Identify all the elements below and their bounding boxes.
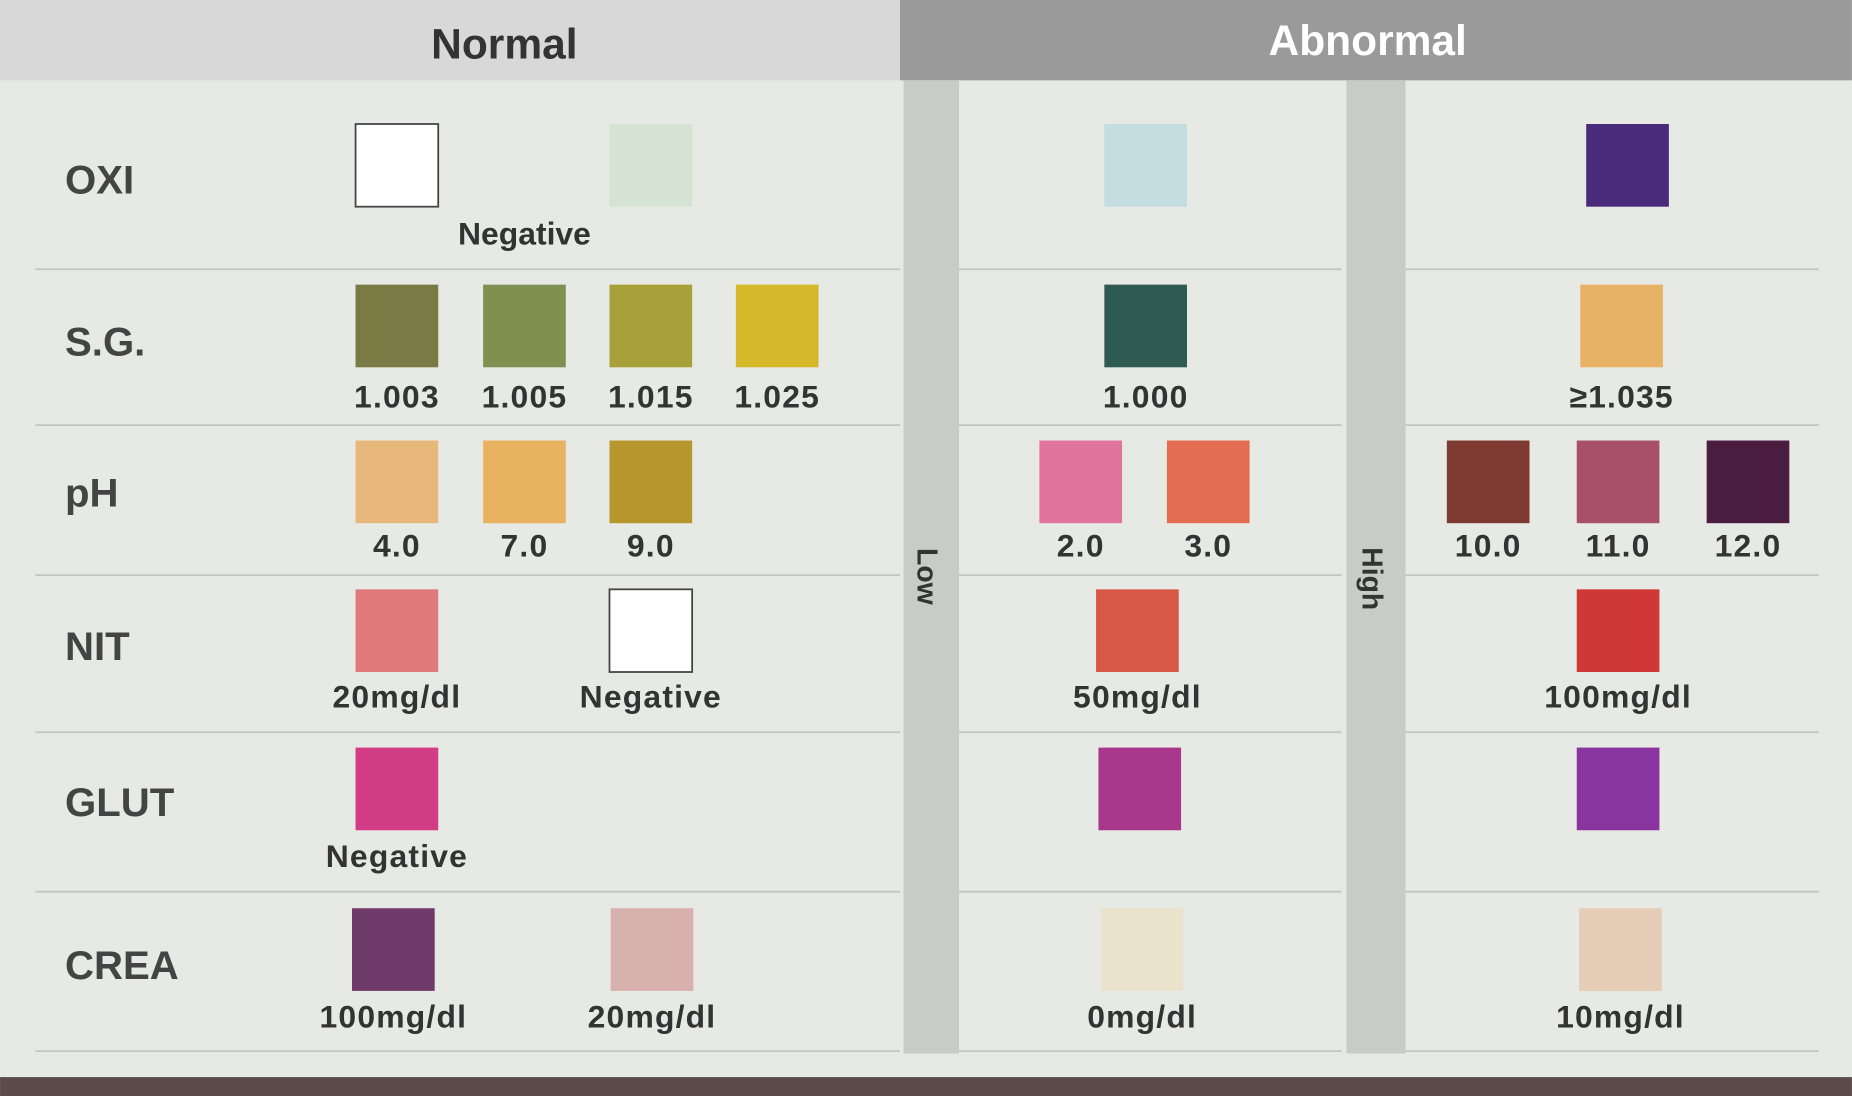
swatch-label: ≥1.035 — [1569, 379, 1673, 415]
swatch — [609, 440, 693, 524]
swatch — [354, 123, 440, 208]
swatch — [1039, 440, 1123, 524]
swatch — [1580, 284, 1663, 368]
swatch — [1104, 124, 1188, 207]
swatch-label: 50mg/dl — [1073, 679, 1202, 715]
swatch — [1166, 440, 1250, 524]
swatch-label: 10mg/dl — [1556, 999, 1685, 1035]
header-normal: Normal — [431, 21, 577, 68]
swatch-label: 4.0 — [373, 527, 421, 563]
row-name: S.G. — [65, 319, 145, 364]
swatch — [1579, 908, 1662, 991]
bottom-edge — [0, 1077, 1852, 1096]
swatch-label: Negative — [326, 838, 468, 874]
swatch-label: 1.000 — [1103, 379, 1189, 415]
high-label: High — [1356, 547, 1388, 610]
swatch-label: 7.0 — [501, 527, 549, 563]
swatch — [609, 284, 693, 368]
swatch-label: 3.0 — [1184, 527, 1232, 563]
swatch-label: 100mg/dl — [320, 999, 468, 1035]
swatch-label: 20mg/dl — [333, 679, 462, 715]
swatch-label: 1.005 — [482, 379, 568, 415]
row-name: OXI — [65, 158, 134, 203]
swatch-label: 0mg/dl — [1087, 999, 1197, 1035]
swatch-label: 100mg/dl — [1544, 679, 1692, 715]
swatch — [1576, 440, 1660, 524]
low-strip — [903, 80, 960, 1054]
swatch-label: 11.0 — [1586, 527, 1651, 563]
low-label: Low — [910, 548, 942, 606]
swatch — [355, 440, 439, 524]
caption: Negative — [458, 216, 591, 252]
swatch — [1100, 908, 1184, 991]
swatch — [355, 284, 439, 368]
swatch — [483, 440, 566, 524]
swatch — [1576, 589, 1660, 673]
swatch — [1098, 747, 1182, 831]
swatch-label: 1.015 — [608, 379, 694, 415]
abnormal-header-bg — [900, 0, 1852, 81]
row-name: CREA — [65, 943, 179, 988]
swatch-label: 20mg/dl — [588, 999, 717, 1035]
swatch — [1586, 124, 1669, 207]
swatch — [608, 588, 694, 673]
row-name: NIT — [65, 624, 130, 669]
swatch-label: Negative — [580, 679, 722, 715]
swatch-label: 10.0 — [1455, 527, 1522, 563]
swatch — [610, 908, 694, 991]
swatch-label: 1.003 — [354, 379, 440, 415]
header-abnormal: Abnormal — [1269, 18, 1467, 65]
swatch — [1576, 747, 1660, 831]
swatch — [1706, 440, 1790, 524]
high-strip — [1346, 80, 1406, 1054]
swatch — [609, 124, 693, 207]
swatch-label: 12.0 — [1715, 527, 1782, 563]
row-name: pH — [65, 471, 119, 516]
swatch-label: 1.025 — [734, 379, 820, 415]
swatch — [1446, 440, 1530, 524]
swatch — [483, 284, 566, 368]
swatch — [355, 589, 439, 673]
swatch — [352, 908, 435, 991]
normal-header-bg — [0, 0, 901, 81]
row-name: GLUT — [65, 780, 175, 825]
swatch-label: 9.0 — [627, 527, 675, 563]
swatch — [735, 284, 819, 368]
swatch — [1104, 284, 1188, 368]
swatch-label: 2.0 — [1057, 527, 1105, 563]
swatch — [1096, 589, 1179, 673]
swatch — [355, 747, 439, 831]
